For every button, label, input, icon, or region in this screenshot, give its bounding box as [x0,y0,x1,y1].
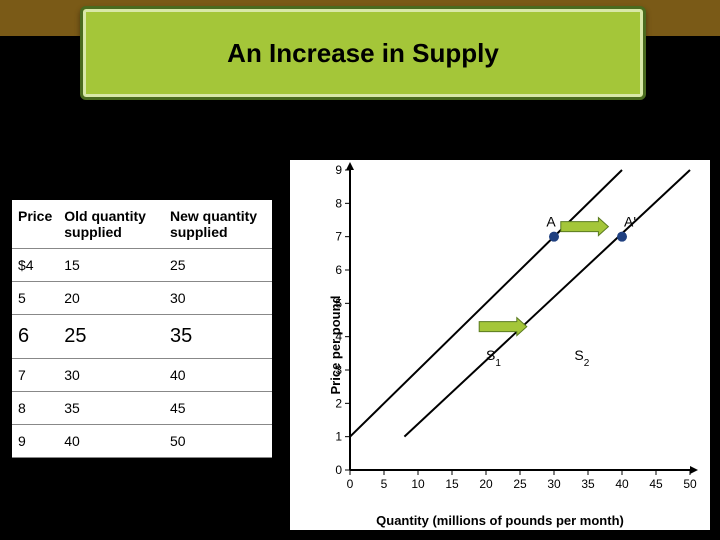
x-tick-label: 15 [445,477,459,491]
supply-table: PriceOld quantity suppliedNew quantity s… [12,200,272,458]
x-tick-label: 30 [547,477,561,491]
col-header-1: Old quantity supplied [58,200,164,249]
series-S2 [404,170,690,437]
x-tick-label: 35 [581,477,595,491]
table-row: 94050 [12,425,272,458]
table-cell: 50 [164,425,272,458]
table-cell: 6 [12,315,58,359]
point-A [549,232,559,242]
table-cell: 40 [164,359,272,392]
table-row: 83545 [12,392,272,425]
x-tick-label: 10 [411,477,425,491]
y-axis-arrow [346,162,354,170]
y-axis-label: Price per pound [328,296,343,395]
table-cell: 40 [58,425,164,458]
point-label-A: A [546,214,556,230]
table-header-row: PriceOld quantity suppliedNew quantity s… [12,200,272,249]
y-tick-label: 2 [335,396,342,410]
x-axis-arrow [690,466,698,474]
y-tick-label: 6 [335,263,342,277]
x-tick-label: 20 [479,477,493,491]
chart-svg: 012345678905101520253035404550S1S2AA' [290,160,710,510]
table-cell: 15 [58,249,164,282]
x-tick-label: 5 [381,477,388,491]
point-label-Aprime: A' [624,214,636,230]
table-row: 62535 [12,315,272,359]
table-cell: 35 [58,392,164,425]
shift-arrow-0 [561,218,609,236]
series-label-S2: S2 [574,347,589,369]
point-Aprime [617,232,627,242]
col-header-0: Price [12,200,58,249]
series-S1 [350,170,622,437]
table-cell: 30 [58,359,164,392]
table-cell: $4 [12,249,58,282]
y-tick-label: 8 [335,196,342,210]
table-row: 73040 [12,359,272,392]
x-tick-label: 25 [513,477,527,491]
title-box: An Increase in Supply [80,6,646,100]
x-tick-label: 50 [683,477,697,491]
table-body: $415255203062535730408354594050 [12,249,272,458]
table-row: 52030 [12,282,272,315]
x-tick-label: 45 [649,477,663,491]
supply-chart: Price per pound 012345678905101520253035… [290,160,710,530]
y-tick-label: 1 [335,430,342,444]
table-cell: 7 [12,359,58,392]
table: PriceOld quantity suppliedNew quantity s… [12,200,272,458]
table-cell: 30 [164,282,272,315]
table-cell: 20 [58,282,164,315]
table-cell: 35 [164,315,272,359]
table-cell: 25 [58,315,164,359]
table-cell: 8 [12,392,58,425]
shift-arrow-1 [479,318,527,336]
table-cell: 45 [164,392,272,425]
table-cell: 5 [12,282,58,315]
x-axis-label: Quantity (millions of pounds per month) [290,513,710,528]
table-cell: 9 [12,425,58,458]
x-tick-label: 0 [347,477,354,491]
x-tick-label: 40 [615,477,629,491]
y-tick-label: 0 [335,463,342,477]
col-header-2: New quantity supplied [164,200,272,249]
y-tick-label: 9 [335,163,342,177]
y-tick-label: 7 [335,230,342,244]
table-cell: 25 [164,249,272,282]
table-row: $41525 [12,249,272,282]
page-title: An Increase in Supply [227,38,499,69]
